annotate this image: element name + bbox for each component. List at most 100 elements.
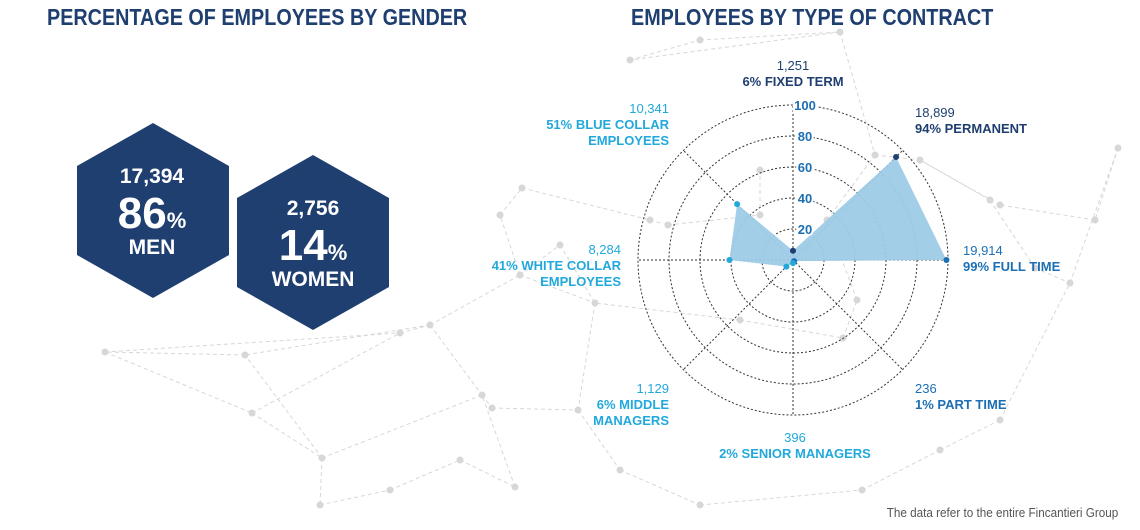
- radar-data-area: [729, 156, 947, 267]
- network-link: [594, 302, 741, 321]
- network-link: [499, 187, 523, 216]
- men-hexagon: 17,394 86% MEN: [77, 123, 229, 298]
- radar-label-text: 51% BLUE COLLAR: [546, 117, 669, 132]
- women-hexagon: 2,756 14% WOMEN: [237, 155, 389, 330]
- network-node: [101, 348, 109, 356]
- radar-label-text: EMPLOYEES: [540, 274, 621, 289]
- radar-point-full: [943, 257, 950, 263]
- radar-point-blue: [734, 201, 741, 208]
- network-node: [646, 216, 654, 224]
- radar-label-count: 1,129: [636, 381, 669, 396]
- radar-label-text: 41% WHITE COLLAR: [492, 258, 622, 273]
- men-count: 17,394: [120, 165, 185, 188]
- network-node: [248, 409, 256, 417]
- women-label: WOMEN: [272, 268, 355, 291]
- radar-point-white: [726, 257, 733, 263]
- radar-axis-part: [792, 259, 903, 370]
- network-link: [104, 351, 253, 414]
- network-link: [104, 332, 401, 353]
- radar-label-senior: 396 2% SENIOR MANAGERS: [719, 430, 871, 461]
- radar-label-full: 19,914 99% FULL TIME: [963, 243, 1061, 274]
- network-link: [999, 204, 1096, 221]
- radar-axis-middle: [683, 259, 794, 370]
- network-node: [616, 466, 624, 474]
- network-link: [491, 407, 579, 411]
- network-link: [429, 324, 483, 396]
- network-node: [836, 28, 844, 36]
- network-node: [696, 36, 704, 44]
- network-link: [521, 187, 651, 221]
- women-percent: 14%: [279, 221, 348, 270]
- radar-point-middle: [783, 263, 790, 270]
- network-node: [316, 501, 324, 509]
- network-link: [739, 319, 844, 339]
- network-node: [1114, 144, 1122, 152]
- radar-tick-label: 80: [798, 129, 812, 144]
- radar-label-permanent: 18,899 94% PERMANENT: [915, 105, 1027, 136]
- network-link: [999, 282, 1071, 421]
- radar-label-text: 99% FULL TIME: [963, 259, 1061, 274]
- network-link: [839, 31, 876, 156]
- network-node: [858, 486, 866, 494]
- network-node: [664, 221, 672, 229]
- network-node: [518, 184, 526, 192]
- network-node: [996, 201, 1004, 209]
- radar-label-white: 8,284 41% WHITE COLLAR EMPLOYEES: [492, 242, 622, 289]
- network-link: [429, 274, 521, 326]
- network-link: [577, 409, 621, 471]
- radar-label-count: 18,899: [915, 105, 955, 120]
- radar-label-count: 19,914: [963, 243, 1003, 258]
- radar-label-text: 94% PERMANENT: [915, 121, 1027, 136]
- network-link: [629, 31, 841, 61]
- network-node: [396, 329, 404, 337]
- footnote: The data refer to the entire Fincantieri…: [886, 505, 1118, 520]
- network-node: [1091, 216, 1099, 224]
- network-link: [519, 274, 596, 304]
- network-link: [399, 324, 431, 334]
- network-node: [696, 501, 704, 509]
- women-count: 2,756: [287, 197, 340, 220]
- radar-label-count: 236: [915, 381, 937, 396]
- contract-section-title: EMPLOYEES BY TYPE OF CONTRACT: [631, 4, 994, 30]
- network-link: [321, 394, 483, 459]
- network-node: [511, 483, 519, 491]
- network-link: [629, 39, 701, 61]
- network-node: [916, 156, 924, 164]
- radar-label-count: 396: [784, 430, 806, 445]
- network-node: [241, 351, 249, 359]
- radar-label-text: MANAGERS: [593, 413, 669, 428]
- network-node: [478, 391, 486, 399]
- radar-point-senior: [790, 260, 796, 267]
- network-node: [496, 211, 504, 219]
- network-link: [319, 457, 323, 506]
- network-node: [1066, 279, 1074, 287]
- network-link: [861, 449, 941, 491]
- radar-point-fixed: [790, 247, 796, 254]
- network-link: [1094, 147, 1119, 221]
- network-node: [426, 321, 434, 329]
- radar-label-text: 6% FIXED TERM: [742, 74, 843, 89]
- radar-tick-label: 100: [794, 98, 816, 113]
- network-node: [871, 151, 879, 159]
- network-link: [699, 31, 841, 41]
- radar-label-blue: 10,341 51% BLUE COLLAR EMPLOYEES: [546, 101, 669, 148]
- network-link: [1034, 267, 1071, 284]
- radar-tick-label: 60: [798, 160, 812, 175]
- network-node: [1031, 264, 1039, 272]
- radar-label-part: 236 1% PART TIME: [915, 381, 1007, 412]
- network-node: [756, 211, 764, 219]
- network-node: [591, 299, 599, 307]
- network-link: [104, 351, 246, 356]
- network-node: [318, 454, 326, 462]
- radar-label-text: EMPLOYEES: [588, 133, 669, 148]
- radar-label-text: 2% SENIOR MANAGERS: [719, 446, 871, 461]
- radar-tick-label: 20: [798, 222, 812, 237]
- network-link: [459, 459, 516, 488]
- network-node: [756, 166, 764, 174]
- men-label: MEN: [129, 236, 176, 259]
- network-link: [1069, 147, 1119, 284]
- men-percent: 86%: [118, 189, 187, 238]
